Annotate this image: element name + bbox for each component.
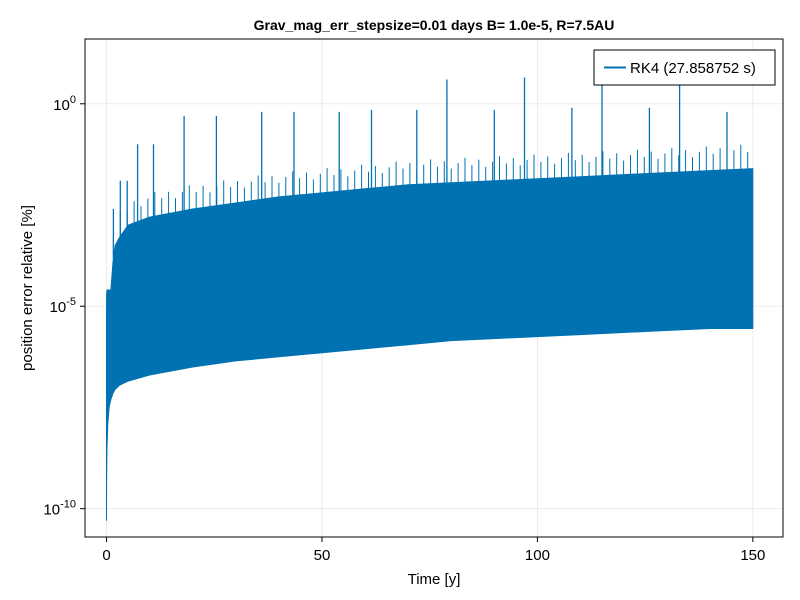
x-tick-label: 150	[740, 547, 765, 564]
legend-label-rk4: RK4 (27.858752 s)	[630, 60, 756, 77]
x-axis-ticks: 0 50 100 150	[102, 537, 765, 564]
y-axis-label: position error relative [%]	[19, 205, 36, 371]
legend-box	[593, 49, 776, 86]
y-axis-ticks: 10-10 10-5 100	[43, 94, 85, 519]
plot-area	[106, 168, 754, 521]
legend: RK4 (27.858752 s)	[593, 49, 776, 86]
y-tick-label: 10-10	[43, 499, 76, 519]
x-axis-label: Time [y]	[408, 571, 461, 588]
x-tick-label: 100	[525, 547, 550, 564]
chart-title: Grav_mag_err_stepsize=0.01 days B= 1.0e-…	[254, 17, 615, 33]
series-band-rk4	[106, 168, 754, 521]
y-tick-label: 100	[53, 94, 76, 114]
spike-series	[112, 71, 749, 259]
x-tick-label: 50	[314, 547, 331, 564]
y-tick-label: 10-5	[50, 296, 76, 316]
axes-frame	[84, 38, 784, 538]
x-tick-label: 0	[102, 547, 110, 564]
